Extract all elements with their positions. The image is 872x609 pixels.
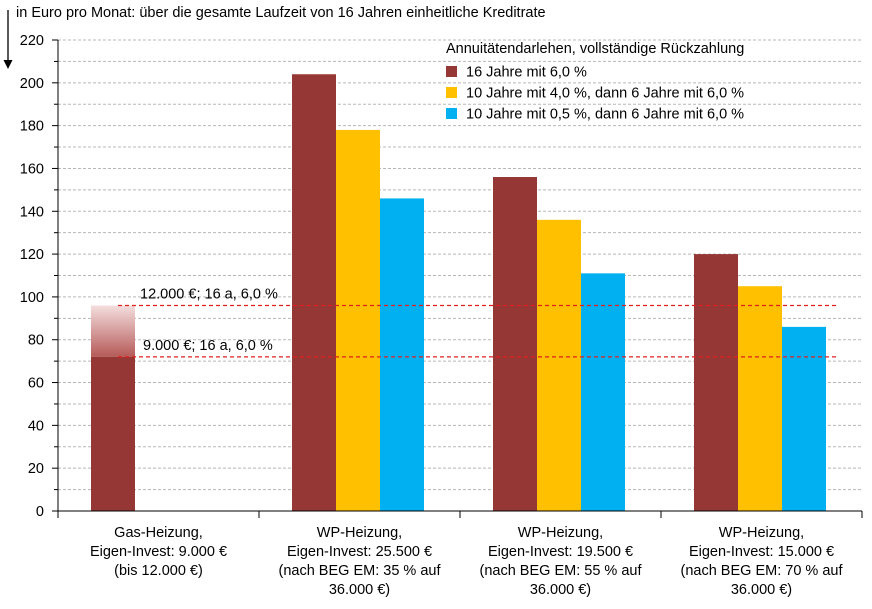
y-tick-label: 200 <box>20 76 44 92</box>
x-category-label: (nach BEG EM: 70 % auf <box>681 563 844 579</box>
x-category-label: (nach BEG EM: 35 % auf <box>279 563 442 579</box>
y-tick-label: 20 <box>28 461 44 477</box>
x-category-label: (nach BEG EM: 55 % auf <box>480 563 643 579</box>
x-category-label: Eigen-Invest: 15.000 € <box>689 544 834 560</box>
y-tick-label: 220 <box>20 33 44 49</box>
bar-1-series-1 <box>91 356 135 511</box>
legend-title: Annuitätendarlehen, vollständige Rückzah… <box>446 41 744 57</box>
y-tick-label: 180 <box>20 119 44 135</box>
legend-swatch <box>446 108 457 119</box>
x-category-label: 36.000 €) <box>731 582 792 598</box>
bar-2-series-2 <box>336 129 380 511</box>
y-tick-label: 140 <box>20 204 44 220</box>
y-axis-title: in Euro pro Monat: über die gesamte Lauf… <box>16 5 546 21</box>
y-tick-label: 120 <box>20 247 44 263</box>
x-category-label: WP-Heizung, <box>317 525 402 541</box>
legend-label: 10 Jahre mit 0,5 %, dann 6 Jahre mit 6,0… <box>466 107 744 123</box>
reference-line-label: 12.000 €; 16 a, 6,0 % <box>140 286 278 302</box>
x-category-label: (bis 12.000 €) <box>114 563 203 579</box>
x-category-label: 36.000 €) <box>329 582 390 598</box>
x-category-label: Eigen-Invest: 25.500 € <box>287 544 432 560</box>
y-axis-arrow <box>3 10 13 69</box>
bar-4-series-3 <box>782 326 826 511</box>
bar-2-series-1 <box>292 74 336 511</box>
bar-3-series-3 <box>581 273 625 511</box>
y-tick-label: 0 <box>36 504 44 520</box>
legend-swatch <box>446 87 457 98</box>
x-category-label: 36.000 €) <box>530 582 591 598</box>
axes <box>52 39 863 518</box>
x-category-label: Eigen-Invest: 9.000 € <box>90 544 227 560</box>
reference-line-label: 9.000 €; 16 a, 6,0 % <box>143 338 273 354</box>
x-category-label: WP-Heizung, <box>719 525 804 541</box>
legend-swatch <box>446 66 457 77</box>
y-tick-label: 60 <box>28 376 44 392</box>
legend-label: 16 Jahre mit 6,0 % <box>466 65 587 81</box>
x-category-label: Eigen-Invest: 19.500 € <box>488 544 633 560</box>
y-tick-label: 40 <box>28 418 44 434</box>
legend: Annuitätendarlehen, vollständige Rückzah… <box>446 41 744 123</box>
y-tick-label: 80 <box>28 333 44 349</box>
bar-range-gas <box>91 305 135 357</box>
bar-2-series-3 <box>380 198 424 511</box>
bar-4-series-2 <box>738 286 782 511</box>
reference-lines: 12.000 €; 16 a, 6,0 % 9.000 €; 16 a, 6,0 … <box>118 286 836 358</box>
bars-layer <box>91 74 826 511</box>
x-category-label: WP-Heizung, <box>518 525 603 541</box>
bar-4-series-1 <box>694 254 738 511</box>
bar-3-series-1 <box>493 177 537 511</box>
x-category-label: Gas-Heizung, <box>114 525 203 541</box>
y-tick-label: 100 <box>20 290 44 306</box>
legend-label: 10 Jahre mit 4,0 %, dann 6 Jahre mit 6,0… <box>466 86 744 102</box>
y-tick-labels: 0 20 40 60 80 100 120 140 160 180 200 220 <box>20 33 44 520</box>
bar-3-series-2 <box>537 219 581 511</box>
x-category-labels: Gas-Heizung, Eigen-Invest: 9.000 € (bis 12… <box>90 525 843 598</box>
y-tick-label: 160 <box>20 161 44 177</box>
